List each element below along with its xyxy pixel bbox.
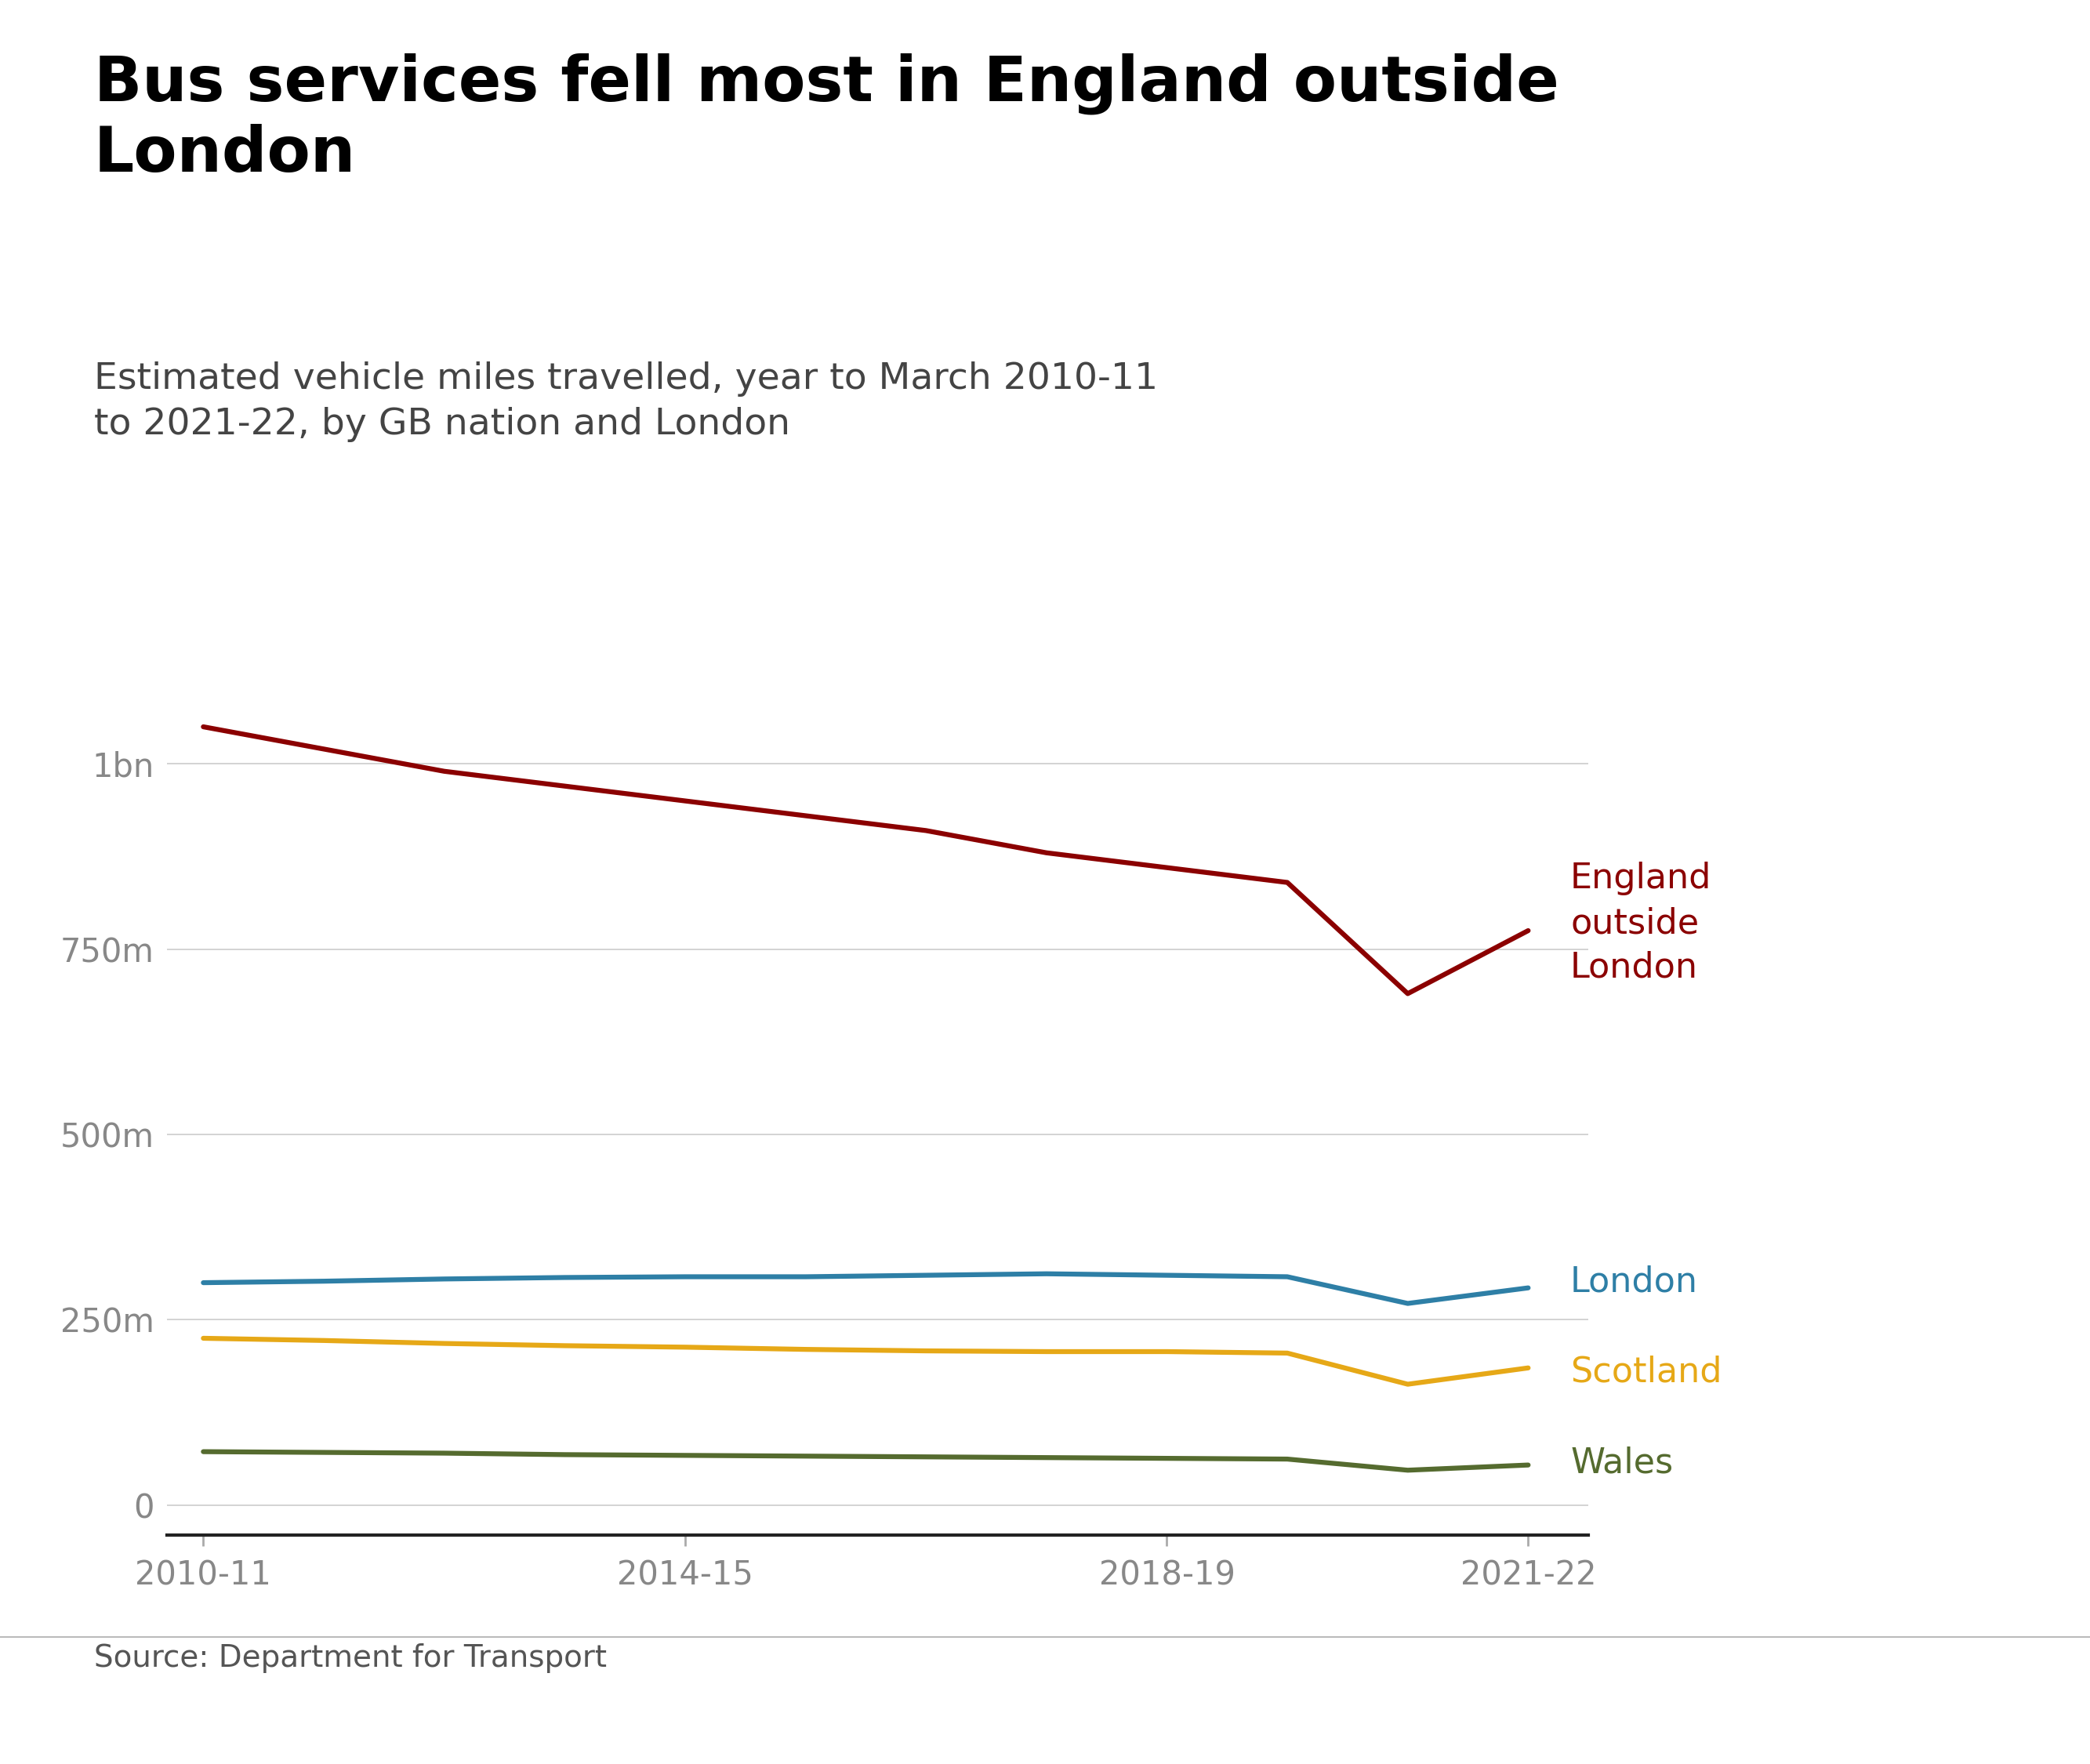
Text: Bus services fell most in England outside
London: Bus services fell most in England outsid… (94, 53, 1559, 185)
Text: Scotland: Scotland (1570, 1355, 1722, 1388)
Text: C: C (2004, 1676, 2023, 1704)
Text: B: B (1852, 1676, 1875, 1704)
Text: Wales: Wales (1570, 1446, 1674, 1480)
Text: Estimated vehicle miles travelled, year to March 2010-11
to 2021-22, by GB natio: Estimated vehicle miles travelled, year … (94, 362, 1158, 441)
Text: B: B (1927, 1676, 1950, 1704)
Text: London: London (1570, 1265, 1697, 1298)
Text: Source: Department for Transport: Source: Department for Transport (94, 1644, 606, 1672)
Text: England
outside
London: England outside London (1570, 863, 1712, 984)
